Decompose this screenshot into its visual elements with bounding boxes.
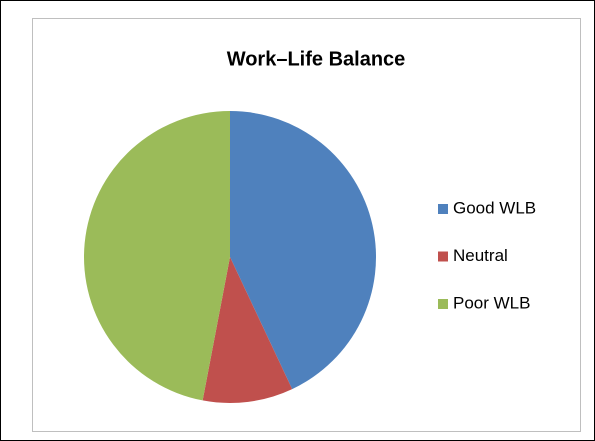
legend-swatch (438, 204, 448, 214)
pie-slice (230, 111, 376, 390)
legend-label: Poor WLB (453, 293, 530, 312)
pie-slice (202, 257, 293, 403)
legend-swatch (438, 251, 448, 262)
pie-slice (84, 111, 230, 401)
chart-title: Work–Life Balance (227, 48, 406, 70)
legend-label: Good WLB (453, 198, 536, 217)
legend-label: Neutral (453, 246, 508, 265)
legend-swatch (438, 299, 448, 309)
